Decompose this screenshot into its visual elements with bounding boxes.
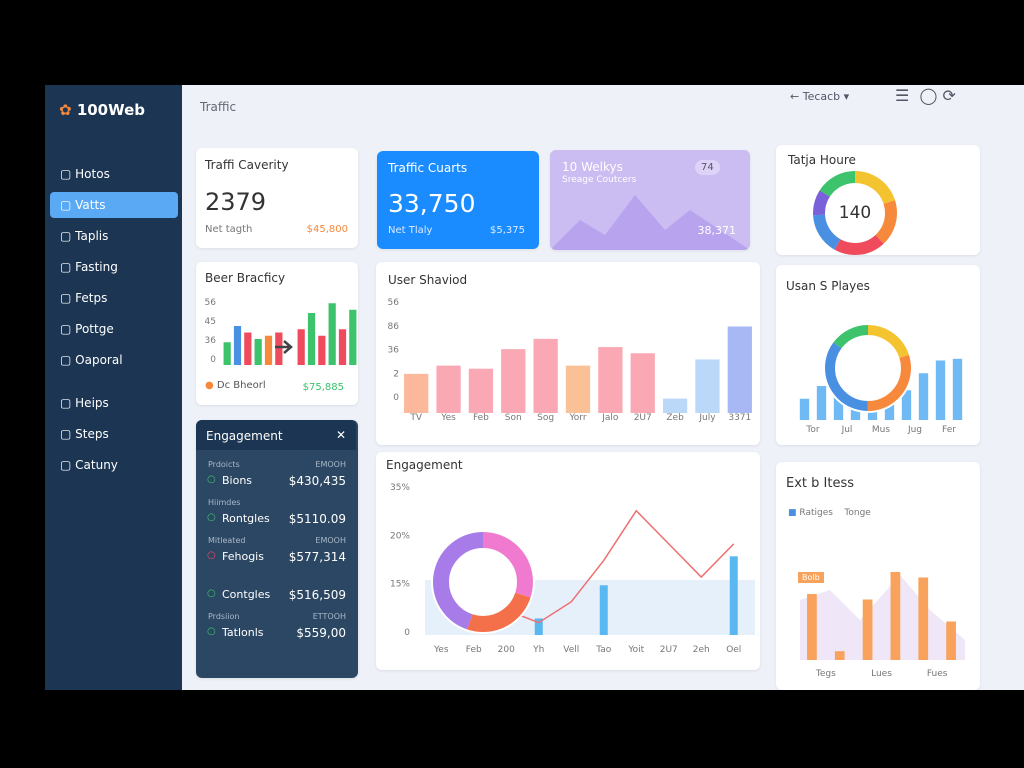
row-label: Fehogis [222, 550, 264, 563]
card-title: Beer Bracficy [205, 271, 286, 285]
nav-item[interactable]: ▢ Vatts [50, 192, 178, 218]
nav-label: Taplis [75, 229, 109, 243]
nav-item[interactable]: ▢ Fetps [60, 291, 108, 305]
brand-text: 100Web [76, 101, 146, 119]
row-amount: $430,435 [288, 474, 346, 488]
stat-label: Sreage Coutcers [562, 175, 637, 185]
chart-card: Beer Bracficy ● Dc Bheorl $75,885 [196, 262, 358, 405]
stat-card: Traffi Caverity 2379 Net tagth $45,800 [196, 148, 358, 248]
stat-label: Net Tlaly [388, 225, 433, 236]
nav-item[interactable]: ▢ Fasting [60, 260, 118, 274]
legend-text: Tonge [844, 508, 871, 518]
row-group: Hiimdes [208, 498, 241, 507]
donut-center: 140 [838, 203, 872, 223]
card-title: User Shaviod [388, 273, 468, 287]
legend: ■ Ratiges Tonge [788, 508, 871, 518]
page-title: Traffic [200, 100, 237, 114]
card-title: Ext b Itess [786, 476, 854, 491]
stat-value: 2379 [205, 188, 267, 216]
row-meta: ETTOOH [312, 612, 346, 621]
nav-item[interactable]: ▢ Oaporal [60, 353, 123, 367]
legend-text: Ratiges [799, 508, 833, 518]
row-label: Rontgles [222, 512, 270, 525]
header-icons[interactable]: ☰ ◯ ⟳ [895, 86, 956, 105]
search[interactable]: ← Tecacb ▾ [790, 90, 850, 103]
row-label: Tatlonls [222, 626, 264, 639]
row-dot: ○ [207, 512, 216, 523]
nav-label: Fetps [75, 291, 108, 305]
nav-item[interactable]: ▢ Steps [60, 427, 109, 441]
nav-label: Catuny [75, 458, 118, 472]
nav-label: Fasting [75, 260, 118, 274]
mountain [550, 195, 750, 250]
amount: $75,885 [302, 382, 344, 393]
nav-label: Oaporal [75, 353, 123, 367]
stat-title: Traffi Caverity [205, 158, 289, 172]
nav-label: Hotos [75, 167, 110, 181]
legend-text: Dc Bheorl [216, 380, 266, 391]
stat-value: 33,750 [388, 189, 476, 218]
row-group: Prdoicts [208, 460, 240, 469]
row-meta: EMOOH [315, 536, 346, 545]
stat-amount: $45,800 [306, 224, 348, 235]
chart-card: Tatja Houre 140 [776, 145, 980, 255]
row-amount: $577,314 [288, 550, 346, 564]
row-amount: $5110.09 [288, 512, 346, 526]
nav-label: Steps [75, 427, 109, 441]
card-title: Tatja Houre [788, 153, 856, 167]
tag: Bolb [798, 572, 824, 583]
nav-item[interactable]: ▢ Catuny [60, 458, 118, 472]
row-amount: $516,509 [288, 588, 346, 602]
stat-amount: 38,371 [697, 224, 737, 237]
row-label: Contgles [222, 588, 271, 601]
nav-label: Pottge [75, 322, 114, 336]
row-group: Mitleated [208, 536, 246, 545]
stat-card: Traffic Cuarts 33,750 Net Tlaly $5,375 [377, 151, 539, 249]
chart-card: Ext b Itess ■ Ratiges Tonge Bolb [776, 462, 980, 690]
close-button[interactable]: ✕ [335, 428, 346, 442]
row-meta: EMOOH [315, 460, 346, 469]
nav-item[interactable]: ▢ Hotos [60, 167, 110, 181]
nav-item[interactable]: ▢ Heips [60, 396, 109, 410]
brand: ✿ 100Web [59, 101, 146, 119]
nav-label: Vatts [75, 198, 106, 212]
row-amount: $559,00 [296, 626, 346, 640]
row-group: Prdsiion [208, 612, 240, 621]
chart-card: Usan S Playes [776, 265, 980, 445]
row-dot: ○ [207, 550, 216, 561]
panel-title: Engagement [196, 420, 356, 450]
search-text: Tecacb [802, 90, 841, 103]
row-dot: ○ [207, 474, 216, 485]
stat-title: Traffic Cuarts [388, 161, 468, 175]
chart-card: Engagement [376, 452, 760, 670]
stat-badge: 74 [695, 160, 720, 175]
stat-label: Net tagth [205, 224, 253, 235]
sidebar: ✿ 100Web ▢ Hotos ▢ Vatts ▢ Taplis ▢ Fasting… [45, 85, 182, 690]
row-label: Bions [222, 474, 253, 487]
engagement-panel: Engagement ✕ Prdoicts EMOOH ○ Bions $430,435… [196, 420, 358, 678]
stat-amount: $5,375 [490, 225, 525, 236]
card-title: Usan S Playes [786, 279, 870, 293]
card-title: Engagement [386, 458, 463, 472]
legend: ● Dc Bheorl [205, 380, 266, 391]
stat-title: 10 Welkys [562, 160, 623, 174]
row-dot: ○ [207, 626, 216, 637]
stat-card: 10 Welkys Sreage Coutcers 74 38,371 [550, 150, 750, 250]
nav-label: Heips [75, 396, 109, 410]
nav-item[interactable]: ▢ Taplis [60, 229, 109, 243]
chart-card: User Shaviod [376, 262, 760, 445]
nav-item[interactable]: ▢ Pottge [60, 322, 114, 336]
row-dot: ○ [207, 588, 216, 599]
